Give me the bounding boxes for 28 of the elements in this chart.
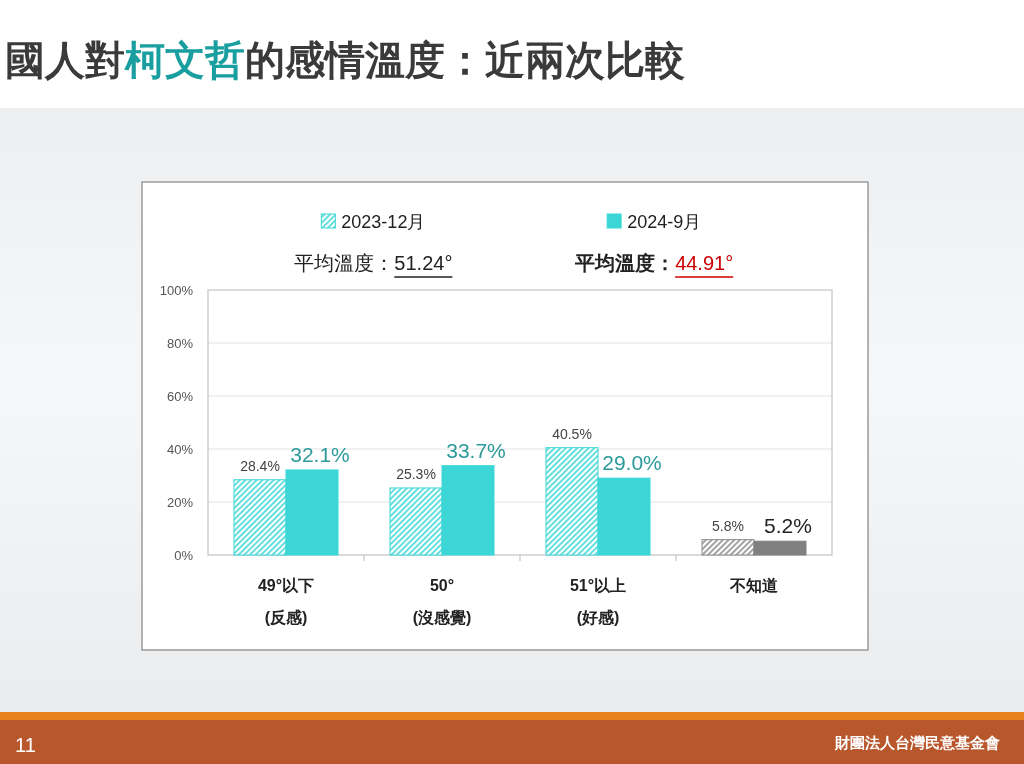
data-label: 5.8% xyxy=(712,517,744,534)
y-tick-label: 80% xyxy=(166,336,193,351)
data-label: 32.1% xyxy=(290,442,350,466)
title: 國人對柯文哲的感情溫度：近兩次比較 xyxy=(5,38,685,82)
data-label: 33.7% xyxy=(446,438,506,462)
legend-label: 2023-12月 xyxy=(341,212,426,232)
y-tick-label: 0% xyxy=(174,548,193,563)
y-tick-label: 40% xyxy=(166,442,193,457)
annotation: 財團法人台灣民意基金會 xyxy=(835,734,1000,751)
x-tick-label: (沒感覺) xyxy=(412,609,472,626)
y-tick-label: 100% xyxy=(159,283,193,298)
annotation: 11 xyxy=(15,734,36,756)
x-tick-label: 51°以上 xyxy=(569,577,627,594)
data-label: 29.0% xyxy=(602,451,662,475)
data-label: 40.5% xyxy=(552,425,592,442)
legend-label: 2024-9月 xyxy=(627,212,702,232)
annotation: 平均溫度：44.91° xyxy=(575,252,734,274)
annotation: 平均溫度：51.24° xyxy=(294,252,453,274)
data-label: 28.4% xyxy=(240,457,280,474)
x-tick-label: 50° xyxy=(429,577,455,594)
x-tick-label: 49°以下 xyxy=(257,577,315,594)
x-tick-label: (好感) xyxy=(576,609,620,626)
x-tick-label: 不知道 xyxy=(730,577,778,594)
y-tick-label: 20% xyxy=(166,495,193,510)
data-label: 25.3% xyxy=(396,465,436,482)
x-tick-label: (反感) xyxy=(264,609,308,626)
data-label: 5.2% xyxy=(764,514,812,538)
y-tick-label: 60% xyxy=(166,389,193,404)
